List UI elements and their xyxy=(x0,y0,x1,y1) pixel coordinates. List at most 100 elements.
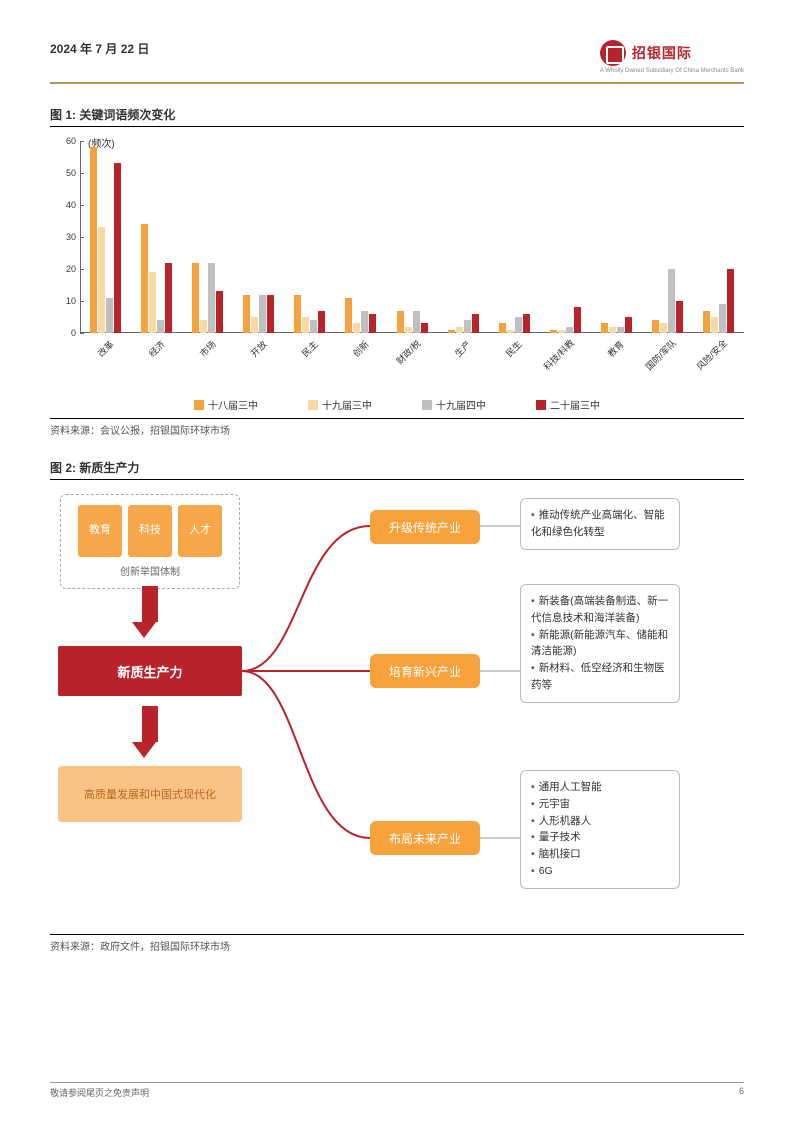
legend-label: 十八届三中 xyxy=(208,397,258,412)
bar xyxy=(558,330,565,333)
bar xyxy=(719,304,726,333)
y-tick: 10 xyxy=(50,296,80,306)
x-label: 民生 xyxy=(503,338,525,360)
y-tick: 60 xyxy=(50,136,80,146)
x-label: 市场 xyxy=(196,338,218,360)
page-footer: 敬请参阅尾页之免责声明 6 xyxy=(50,1082,744,1099)
desc-item: 元宇宙 xyxy=(531,796,669,813)
x-label: 教育 xyxy=(605,338,627,360)
bar-group: 创新 xyxy=(335,141,386,333)
bar-group: 生产 xyxy=(438,141,489,333)
pill-row: 教育科技人才 xyxy=(71,505,229,557)
logo-icon xyxy=(600,40,626,66)
legend-item: 十九届三中 xyxy=(308,397,372,412)
bar xyxy=(310,320,317,333)
x-label: 经济 xyxy=(145,338,167,360)
figure2-source: 资料来源：政府文件，招银国际环球市场 xyxy=(50,934,744,953)
legend-swatch xyxy=(422,400,432,410)
bar xyxy=(421,323,428,333)
y-tick: 40 xyxy=(50,200,80,210)
bar xyxy=(566,327,573,333)
bar xyxy=(302,317,309,333)
bar xyxy=(464,320,471,333)
bar xyxy=(251,317,258,333)
bar xyxy=(98,227,105,333)
legend-label: 十九届四中 xyxy=(436,397,486,412)
bar xyxy=(318,311,325,333)
bar xyxy=(369,314,376,333)
legend-label: 二十届三中 xyxy=(550,397,600,412)
bar xyxy=(294,295,301,333)
bar xyxy=(625,317,632,333)
bar xyxy=(523,314,530,333)
bar-group: 民主 xyxy=(284,141,335,333)
bar xyxy=(507,330,514,333)
desc-box-0: 推动传统产业高端化、智能化和绿色化转型 xyxy=(520,498,680,550)
bar xyxy=(208,263,215,333)
bar-group: 开放 xyxy=(233,141,284,333)
figure1-source: 资料来源：会议公报，招银国际环球市场 xyxy=(50,418,744,437)
bar xyxy=(499,323,506,333)
bar xyxy=(192,263,199,333)
bar-group: 改革 xyxy=(80,141,131,333)
bar-group: 教育 xyxy=(591,141,642,333)
desc-box-1: 新装备(高端装备制造、新一代信息技术和海洋装备)新能源(新能源汽车、储能和清洁能… xyxy=(520,584,680,703)
bar xyxy=(668,269,675,333)
arrow-stem-1 xyxy=(142,586,158,622)
page-number: 6 xyxy=(739,1086,744,1099)
pill: 科技 xyxy=(128,505,172,557)
arrow-stem-2 xyxy=(142,706,158,742)
desc-item: 6G xyxy=(531,863,669,880)
bar xyxy=(703,311,710,333)
bar xyxy=(141,224,148,333)
bar-group: 财政/税 xyxy=(386,141,437,333)
figure2-title: 图 2: 新质生产力 xyxy=(50,459,744,480)
y-tick: 0 xyxy=(50,328,80,338)
x-label: 开放 xyxy=(247,338,269,360)
bar xyxy=(165,263,172,333)
header-rule xyxy=(50,82,744,84)
bar xyxy=(200,320,207,333)
x-label: 财政/税 xyxy=(393,337,423,367)
innovation-box: 教育科技人才 创新举国体制 xyxy=(60,494,240,589)
page-header: 2024 年 7 月 22 日 招银国际 A Wholly Owned Subs… xyxy=(50,40,744,74)
bar xyxy=(157,320,164,333)
branch-node-2: 布局未来产业 xyxy=(370,821,480,855)
legend-label: 十九届三中 xyxy=(322,397,372,412)
figure1-legend: 十八届三中 十九届三中 十九届四中 二十届三中 xyxy=(50,397,744,412)
bar-group: 经济 xyxy=(131,141,182,333)
bar xyxy=(456,327,463,333)
brand-name: 招银国际 xyxy=(632,43,692,63)
bar xyxy=(617,327,624,333)
legend-swatch xyxy=(194,400,204,410)
innovation-caption: 创新举国体制 xyxy=(71,563,229,578)
bar-group: 民生 xyxy=(489,141,540,333)
branch-node-1: 培育新兴产业 xyxy=(370,654,480,688)
center-concept-box: 新质生产力 xyxy=(58,646,242,696)
arrow-head-1 xyxy=(132,622,156,638)
desc-item: 新装备(高端装备制造、新一代信息技术和海洋装备) xyxy=(531,593,669,627)
x-label: 国防/军队 xyxy=(643,336,679,372)
legend-swatch xyxy=(536,400,546,410)
bar xyxy=(601,323,608,333)
legend-item: 十九届四中 xyxy=(422,397,486,412)
brand-tagline: A Wholly Owned Subsidiary Of China Merch… xyxy=(600,68,744,74)
bar xyxy=(472,314,479,333)
desc-item: 新能源(新能源汽车、储能和清洁能源) xyxy=(531,627,669,661)
bar-group: 风险/安全 xyxy=(693,141,744,333)
desc-item: 量子技术 xyxy=(531,829,669,846)
legend-swatch xyxy=(308,400,318,410)
bar xyxy=(243,295,250,333)
bar xyxy=(216,291,223,333)
bar-group: 市场 xyxy=(182,141,233,333)
bar xyxy=(413,311,420,333)
bar xyxy=(609,327,616,333)
bar xyxy=(448,330,455,333)
figure1-chart: (频次) 0102030405060改革经济市场开放民主创新财政/税生产民生科技… xyxy=(50,133,744,393)
y-tick: 30 xyxy=(50,232,80,242)
bar xyxy=(711,317,718,333)
bar xyxy=(361,311,368,333)
bar xyxy=(345,298,352,333)
x-label: 风险/安全 xyxy=(694,336,730,372)
desc-item: 新材料、低空经济和生物医药等 xyxy=(531,660,669,694)
